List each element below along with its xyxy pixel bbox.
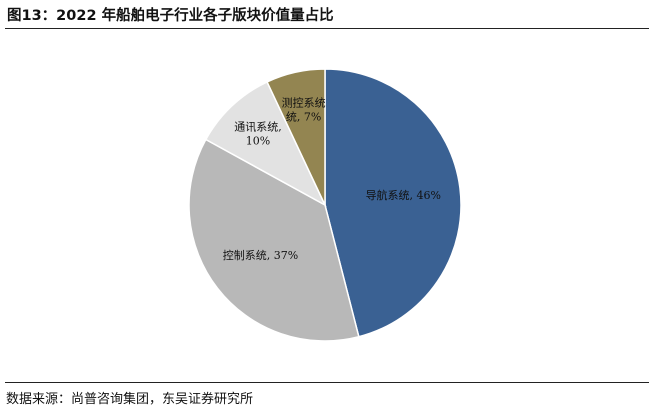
figure-title: 图13：2022 年船舶电子行业各子版块价值量占比 xyxy=(7,8,334,24)
pie-slice-4 xyxy=(266,68,326,206)
source-note: 数据来源：尚普咨询集团，东吴证券研究所 xyxy=(6,392,254,407)
pie-slice-label-2: 控制系统, 37% xyxy=(223,248,298,262)
pie-slice-2 xyxy=(188,138,360,342)
pie-slices xyxy=(188,68,462,342)
pie-labels: 导航系统, 46% 控制系统, 37% 通讯系统, 10%测控系统统, 7% xyxy=(223,95,441,262)
pie-slice-label-1: 导航系统, 46% xyxy=(366,188,441,202)
pie-slice-label-3: 通讯系统, 10% xyxy=(234,121,282,148)
title-rule xyxy=(5,28,649,29)
pie-slice-1 xyxy=(324,68,462,338)
pie-slice-label-4: 测控系统统, 7% xyxy=(282,95,326,123)
pie-slice-3 xyxy=(204,80,327,207)
source-rule xyxy=(5,382,649,383)
pie-chart: 导航系统, 46% 控制系统, 37% 通讯系统, 10%测控系统统, 7% xyxy=(188,68,462,342)
